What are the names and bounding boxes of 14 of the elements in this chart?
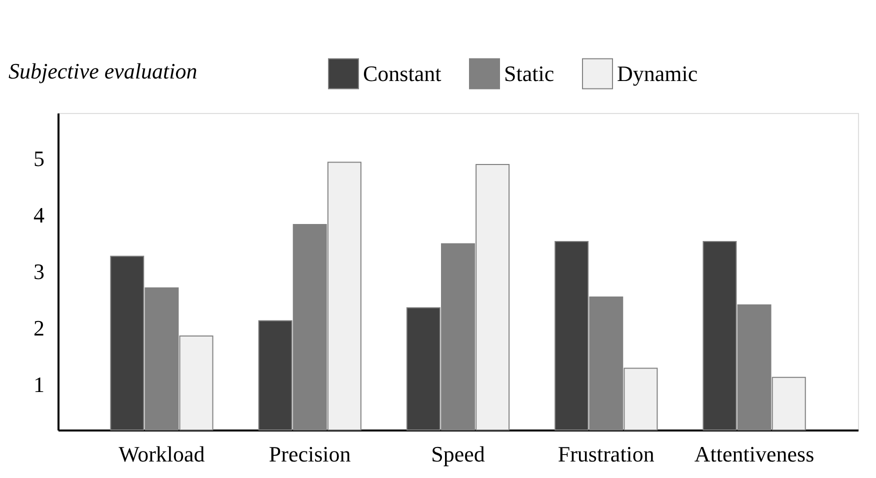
x-tick-label: Frustration xyxy=(558,442,654,466)
y-tick-label: 1 xyxy=(34,372,44,398)
y-tick-label: 5 xyxy=(34,146,44,171)
y-tick-label: 4 xyxy=(34,202,44,228)
y-tick-label: 3 xyxy=(34,259,44,284)
x-tick-label: Workload xyxy=(118,442,205,466)
x-tick-label: Speed xyxy=(431,442,485,466)
y-axis-title: Subjective evaluation xyxy=(8,58,198,84)
legend-label: Constant xyxy=(363,60,442,86)
legend-label: Static xyxy=(504,60,554,86)
legend-label: Dynamic xyxy=(617,60,698,86)
x-tick-label: Attentiveness xyxy=(694,442,814,466)
y-tick-label: 2 xyxy=(34,316,44,341)
x-tick-label: Precision xyxy=(268,442,351,466)
